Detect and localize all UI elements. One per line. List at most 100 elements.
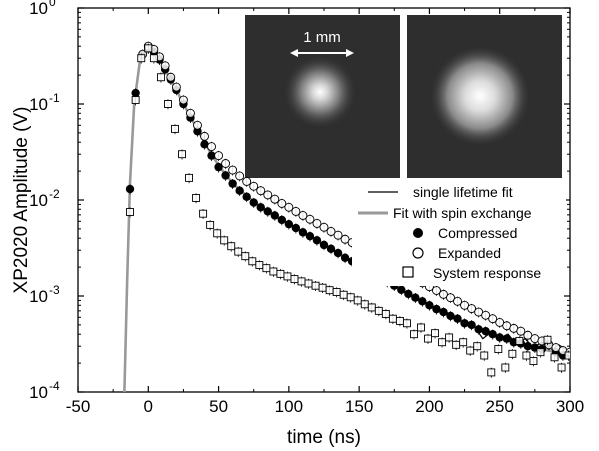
system-response-point (248, 257, 257, 266)
system-response-point (131, 96, 140, 104)
system-response-point (410, 330, 418, 339)
expanded-point (516, 326, 526, 336)
system-response-point (360, 300, 369, 309)
expanded-point (340, 234, 350, 244)
expanded-point (305, 214, 315, 224)
y-tick-label: 10 (29, 0, 48, 18)
system-response-point (255, 261, 264, 270)
expanded-point (481, 310, 491, 320)
compressed-point (291, 223, 301, 233)
x-tick-label: -50 (66, 397, 91, 416)
compressed-point (284, 219, 294, 229)
compressed-point (481, 326, 490, 336)
system-response-point (144, 44, 153, 53)
system-response-point (557, 363, 566, 372)
compressed-point (131, 88, 140, 98)
inset-images: 1 mm (245, 15, 562, 178)
system-response-point (353, 296, 362, 305)
compressed-point (418, 297, 427, 306)
expanded-point (277, 199, 287, 208)
expanded-point (228, 165, 238, 175)
compressed-point (221, 171, 230, 180)
system-response-point (564, 351, 570, 360)
system-response-point (164, 100, 172, 108)
expanded-point (488, 314, 498, 324)
expanded-point (193, 120, 202, 130)
y-tick-base: 10 (29, 191, 48, 210)
legend-spin-fit-label: Fit with spin exchange (393, 205, 532, 221)
system-response-point (185, 173, 194, 182)
y-tick-base: 10 (29, 383, 48, 402)
expanded-point (291, 206, 301, 216)
expanded-point (319, 222, 329, 232)
system-response-point (417, 323, 425, 332)
compressed-point (312, 236, 322, 245)
expanded-point (256, 186, 266, 196)
scale-bar-label: 1 mm (303, 29, 341, 46)
system-response-point (269, 267, 278, 276)
system-response-point (374, 306, 383, 315)
x-tick-label: 150 (345, 397, 373, 416)
x-tick-label: 0 (144, 397, 153, 416)
compressed-point (340, 253, 350, 262)
x-tick-label: 100 (275, 397, 303, 416)
system-response-point (522, 351, 531, 360)
system-response-point (529, 357, 538, 366)
system-response-point (171, 124, 179, 133)
compressed-point (432, 304, 441, 314)
compressed-point (446, 311, 455, 321)
system-response-point (220, 236, 229, 245)
legend-single-fit-label: single lifetime fit (413, 184, 513, 200)
legend: single lifetime fit Fit with spin exchan… (352, 180, 566, 286)
expanded-point (171, 82, 181, 92)
expanded-point (495, 318, 505, 327)
system-response-point (137, 54, 146, 63)
compressed-point (467, 320, 476, 330)
compressed-point (200, 140, 209, 149)
expanded-point (439, 289, 448, 299)
system-response-point (536, 348, 545, 357)
system-response-point (515, 337, 524, 345)
system-response-point (213, 229, 222, 238)
system-response-point (311, 281, 320, 290)
scale-bar (290, 49, 354, 57)
x-tick-label: 50 (209, 397, 228, 416)
expanded-point (432, 286, 441, 295)
y-tick-exponent: -3 (49, 283, 60, 297)
expanded-point (263, 190, 273, 200)
system-response-point (388, 314, 397, 323)
compressed-point (277, 215, 287, 225)
system-response-point (508, 349, 517, 358)
compressed-point (326, 244, 336, 254)
system-response-point (304, 279, 313, 288)
system-response-point (339, 290, 348, 299)
compressed-point (228, 179, 237, 188)
expanded-point (249, 181, 259, 191)
system-response-point (206, 220, 215, 229)
system-response-point (318, 283, 327, 292)
compressed-point (319, 240, 329, 250)
system-response-point (126, 208, 134, 216)
compressed-point (411, 293, 420, 302)
system-response-point (431, 329, 440, 338)
expanded-point (298, 211, 308, 220)
legend-expanded-marker (412, 247, 424, 259)
y-tick-exponent: -4 (49, 379, 60, 393)
system-response-point (438, 338, 447, 347)
system-response-point (395, 316, 404, 325)
y-tick-label: 10 (29, 287, 48, 306)
legend-system-marker (402, 266, 414, 278)
compressed-point (474, 325, 483, 334)
system-response-point (367, 303, 376, 312)
compressed-point (453, 314, 462, 323)
compressed-point (460, 319, 469, 328)
x-axis-title: time (ns) (287, 427, 361, 448)
y-tick-base: 10 (29, 0, 48, 18)
expanded-point (270, 194, 280, 204)
expanded-point (453, 296, 462, 306)
system-response-point (473, 342, 482, 351)
compressed-point (270, 211, 279, 220)
compressed-point (298, 228, 308, 237)
expanded-point (284, 202, 294, 212)
system-response-point (346, 293, 355, 302)
